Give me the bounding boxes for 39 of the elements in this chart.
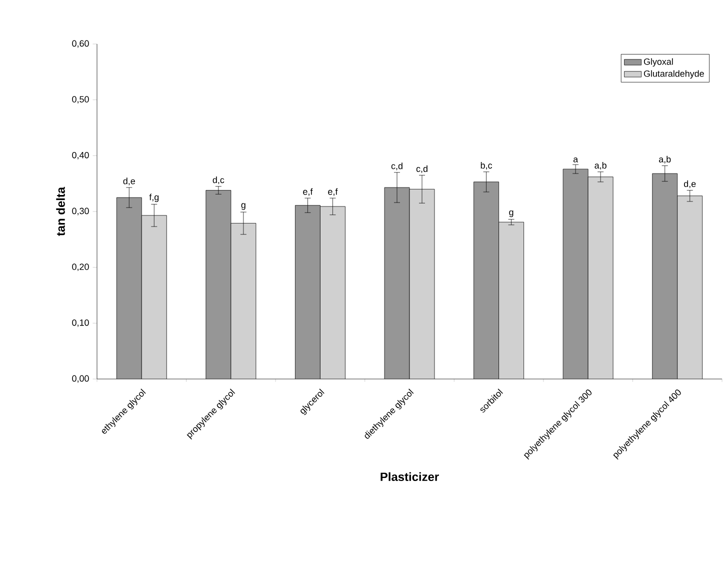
y-tick-label: 0,10: [72, 319, 89, 327]
data-label: e,f: [303, 188, 313, 196]
bar: [588, 176, 614, 379]
bar: [498, 222, 524, 379]
y-tick-label: 0,60: [72, 40, 89, 48]
bar: [677, 196, 703, 379]
bar: [206, 190, 231, 379]
data-label: d,c: [212, 176, 224, 184]
bar: [563, 169, 588, 379]
bar: [474, 182, 499, 379]
data-label: c,d: [391, 162, 402, 170]
data-label: e,f: [328, 188, 338, 196]
data-label: f,g: [149, 194, 159, 202]
y-tick-label: 0,40: [72, 152, 89, 160]
bar: [116, 198, 142, 379]
bar: [142, 215, 167, 379]
bar: [410, 189, 434, 379]
legend-label: Glyoxal: [644, 58, 673, 67]
bar: [230, 223, 256, 379]
x-axis-title: Plasticizer: [380, 472, 439, 482]
data-label: d,e: [123, 178, 135, 186]
data-label: g: [509, 210, 514, 218]
y-tick-label: 0,50: [72, 96, 89, 104]
data-label: a: [573, 157, 578, 162]
data-label: g: [241, 203, 246, 210]
y-tick-label: 0,20: [72, 264, 89, 272]
legend-label: Glutaraldehyde: [644, 70, 704, 79]
data-label: a,b: [594, 162, 606, 170]
bar: [295, 205, 320, 379]
data-label: d,e: [684, 180, 696, 188]
data-label: c,d: [416, 165, 428, 173]
bar: [384, 187, 410, 379]
y-tick-label: 0,00: [72, 375, 89, 383]
data-label: a,b: [659, 156, 671, 164]
data-label: b,c: [480, 162, 492, 170]
y-tick-label: 0,30: [72, 208, 89, 216]
bar: [652, 173, 678, 379]
bar: [320, 206, 346, 379]
y-axis-title: tan delta: [56, 186, 65, 236]
